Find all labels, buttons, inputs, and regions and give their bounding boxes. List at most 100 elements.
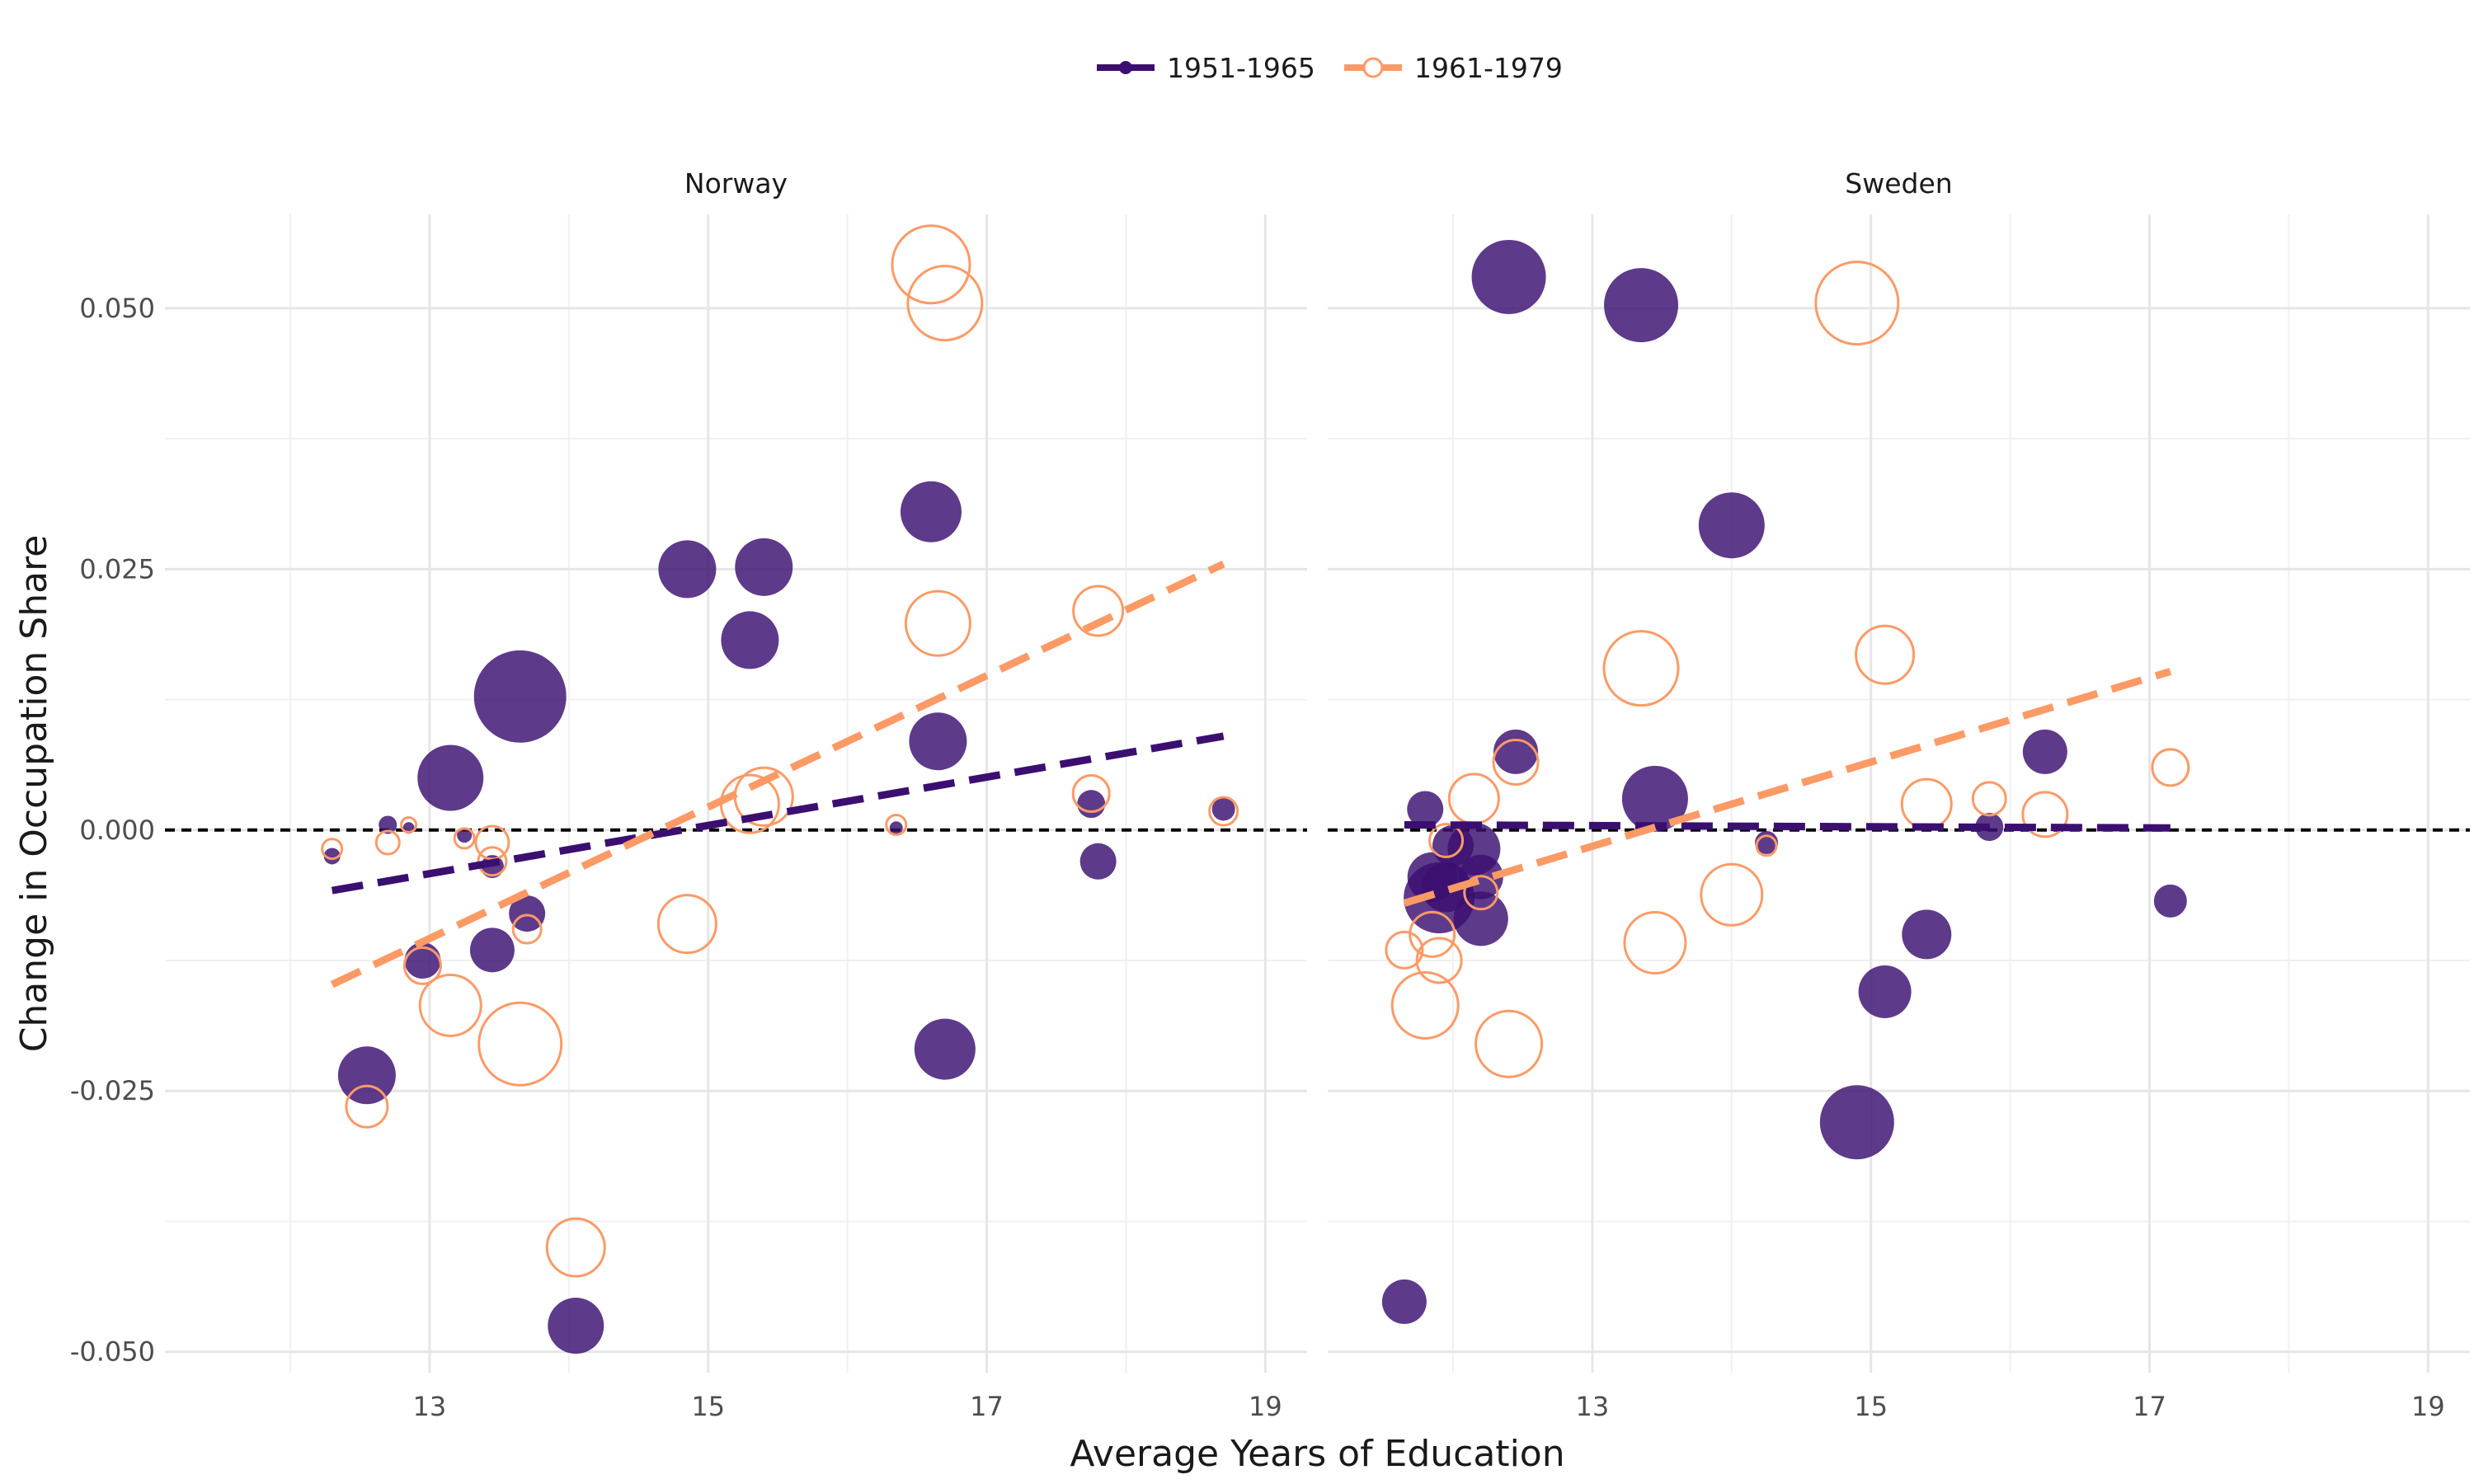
data-point <box>469 928 515 973</box>
data-point <box>658 540 717 599</box>
data-point <box>477 1001 563 1087</box>
data-point <box>1071 774 1111 813</box>
x-tick-label: 13 <box>413 1391 447 1422</box>
data-point <box>1814 261 1900 346</box>
data-point <box>914 1018 976 1080</box>
series-1961-1979 <box>1385 261 2190 1078</box>
data-point <box>891 224 971 305</box>
data-point <box>417 744 484 811</box>
panel-norway: Norway -0.050 -0.025 0.000 0.025 0.050 13 15 17 1… <box>70 167 1307 1422</box>
data-point <box>1428 822 1465 858</box>
data-point <box>885 813 908 836</box>
x-tick-label: 13 <box>1576 1391 1610 1422</box>
legend: 1951-1965 1961-1979 <box>1097 52 1563 84</box>
data-point <box>1623 911 1687 975</box>
data-point <box>1855 624 1916 685</box>
x-tick-label: 19 <box>2411 1391 2445 1422</box>
data-point <box>1415 937 1463 984</box>
legend-item: 1951-1965 <box>1097 52 1315 84</box>
data-point <box>1698 492 1765 559</box>
legend-label: 1951-1965 <box>1167 52 1315 84</box>
data-point <box>509 895 546 932</box>
data-point <box>656 894 717 955</box>
x-axis-title: Average Years of Education <box>1070 1433 1564 1475</box>
data-point <box>402 946 442 985</box>
data-point <box>1493 729 1539 774</box>
legend-label: 1961-1979 <box>1414 52 1563 84</box>
data-point <box>2153 884 2187 918</box>
data-point <box>337 1046 396 1105</box>
chart-panels: Norway -0.050 -0.025 0.000 0.025 0.050 13 15 17 1… <box>70 167 2470 1422</box>
data-point <box>477 846 508 877</box>
data-point <box>1900 777 1953 830</box>
x-tick-label: 15 <box>1854 1391 1888 1422</box>
data-point <box>379 815 397 834</box>
data-point <box>545 1217 606 1278</box>
data-point <box>323 848 341 865</box>
data-point <box>1079 843 1117 880</box>
data-point <box>1421 862 1471 913</box>
data-point <box>1700 862 1764 927</box>
data-point <box>906 265 984 342</box>
trend-line <box>331 732 1225 895</box>
data-point <box>909 712 967 771</box>
data-point <box>2021 791 2069 838</box>
data-point <box>904 589 971 657</box>
trend-line <box>330 560 1225 989</box>
data-point <box>2151 748 2190 787</box>
legend-item: 1961-1979 <box>1344 52 1563 84</box>
y-tick-label: 0.050 <box>79 293 155 324</box>
y-tick-label: 0.025 <box>79 553 155 585</box>
panel-title: Norway <box>684 167 788 200</box>
data-point <box>1453 891 1508 946</box>
y-tick-label: 0.000 <box>79 815 155 846</box>
x-tick-label: 19 <box>1249 1391 1282 1422</box>
legend-key-point <box>1362 57 1384 78</box>
data-point <box>345 1084 389 1129</box>
y-axis-title: Change in Occupation Share <box>13 535 55 1053</box>
data-point <box>548 1298 604 1355</box>
data-point <box>721 611 779 669</box>
data-point <box>1755 834 1778 857</box>
legend-key-point <box>1119 61 1132 74</box>
data-point <box>1208 796 1239 827</box>
data-point <box>1858 965 1912 1018</box>
data-point <box>321 838 344 861</box>
data-point <box>473 650 567 743</box>
data-point <box>1621 765 1688 832</box>
data-point <box>418 973 482 1037</box>
data-point <box>457 828 473 843</box>
data-point <box>1602 630 1680 707</box>
series-1951-1965 <box>323 481 1235 1355</box>
data-point <box>1072 585 1125 637</box>
data-point <box>1492 739 1540 787</box>
y-tick-label: -0.050 <box>70 1336 155 1368</box>
data-point <box>1390 970 1460 1040</box>
x-tick-label: 17 <box>970 1391 1004 1422</box>
data-point <box>1463 875 1499 911</box>
data-point <box>900 481 962 542</box>
data-point <box>1475 1009 1544 1078</box>
data-point <box>1381 1279 1427 1324</box>
x-tick-label: 15 <box>691 1391 725 1422</box>
data-point <box>889 821 903 835</box>
panel-sweden: Sweden 13 15 17 19 <box>1328 167 2470 1422</box>
data-point <box>453 827 476 850</box>
data-point <box>1409 910 1456 958</box>
trend-line <box>1403 668 2172 907</box>
data-point <box>1819 1085 1894 1160</box>
panel-title: Sweden <box>1845 167 1952 200</box>
data-point <box>1971 781 2007 817</box>
data-point <box>1902 909 1952 960</box>
data-point <box>1604 268 1679 343</box>
data-point <box>1447 773 1500 825</box>
data-point <box>735 538 793 596</box>
data-point <box>1407 791 1444 828</box>
y-tick-label: -0.025 <box>70 1075 155 1106</box>
data-point <box>1471 239 1546 314</box>
trend-line <box>1404 820 2171 832</box>
series-1951-1965 <box>1381 239 2187 1324</box>
data-point <box>511 913 543 945</box>
data-point <box>400 815 418 834</box>
